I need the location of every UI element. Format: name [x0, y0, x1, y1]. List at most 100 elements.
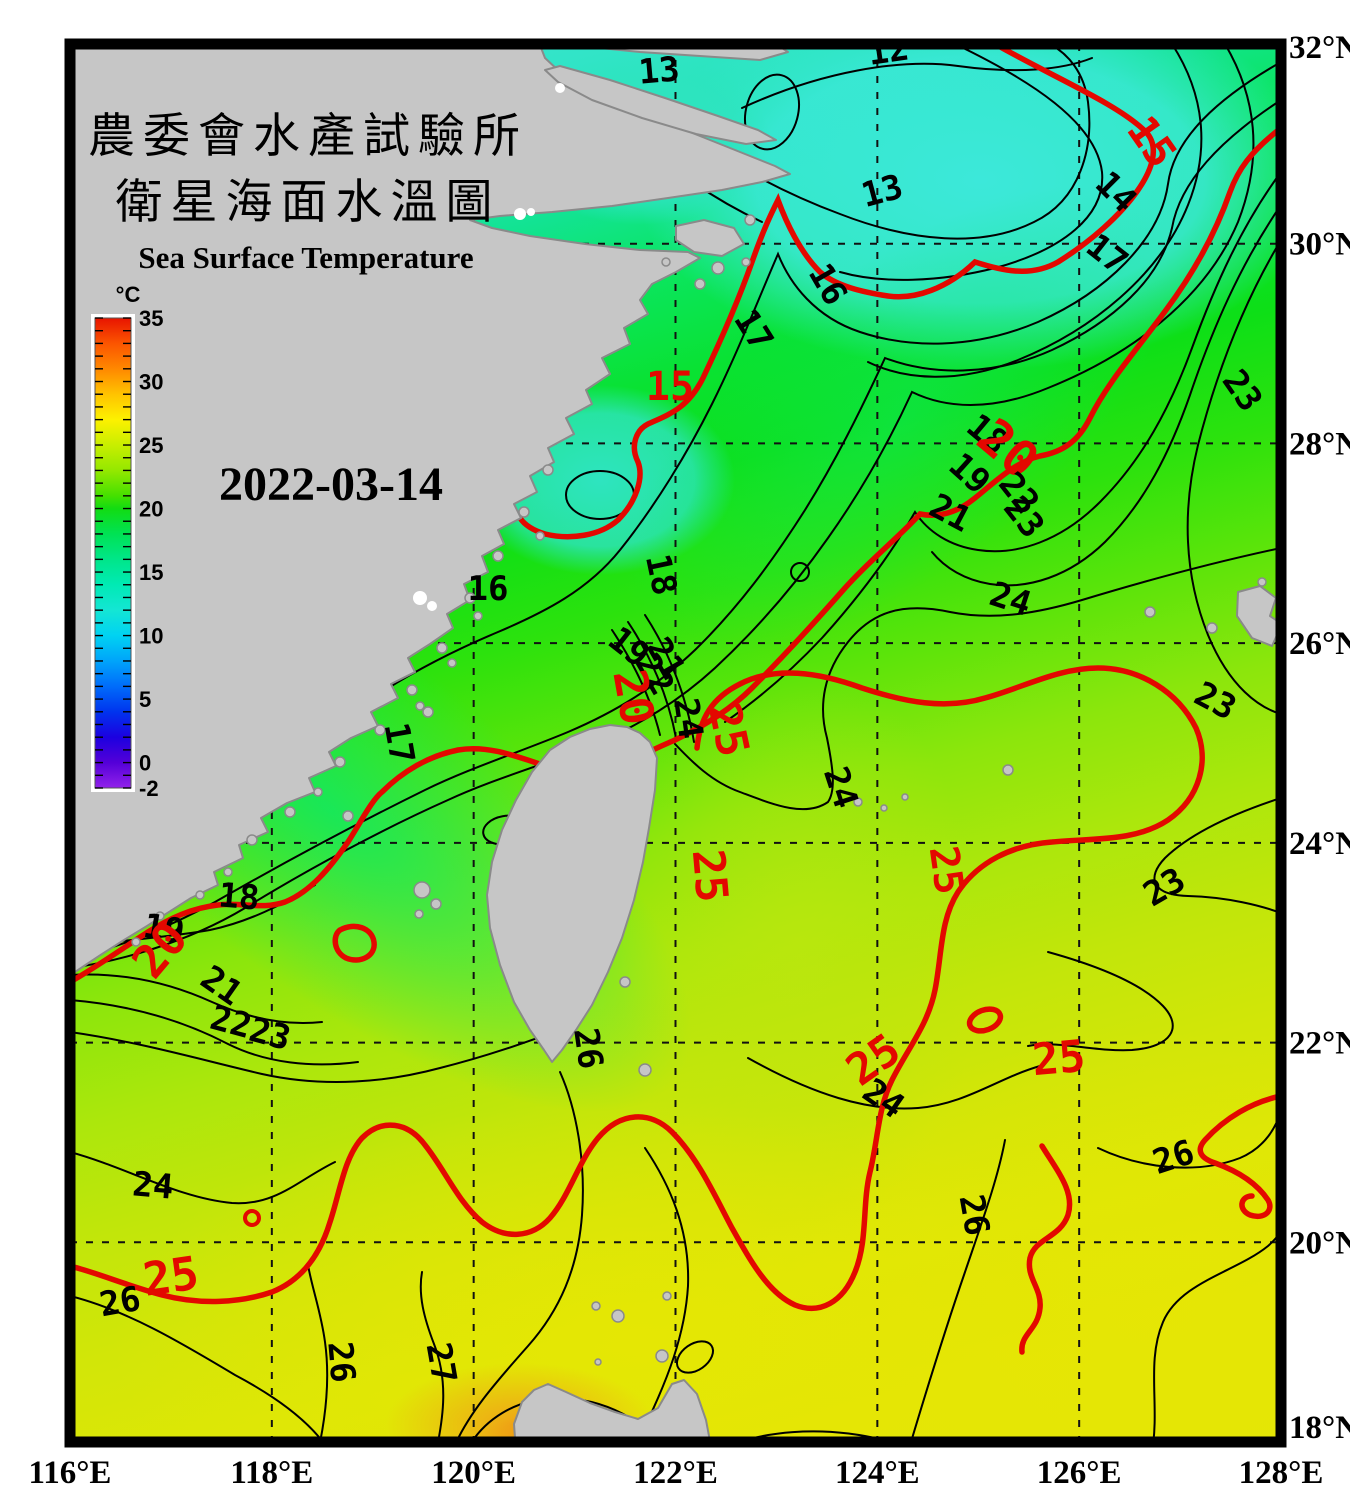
- isotherm-24sr: [747, 1057, 1041, 1110]
- lon-label-120: 120°E: [431, 1455, 516, 1491]
- islet: [422, 706, 434, 718]
- islet: [415, 701, 425, 711]
- se-warm-overlay: [780, 1030, 1281, 1442]
- zhoushan-islands: [675, 219, 745, 257]
- islet: [223, 867, 233, 877]
- cb-tick-label-0: 0: [139, 751, 151, 776]
- isotherm-22c: [70, 999, 359, 1066]
- islet: [880, 804, 888, 812]
- isotherm-20-red-loop: [332, 923, 377, 963]
- lon-label-124: 124°E: [835, 1455, 920, 1491]
- small-islands: [131, 214, 1267, 1366]
- islet: [374, 724, 386, 736]
- islet: [694, 278, 706, 290]
- lat-label-24: 24°N: [1289, 826, 1350, 862]
- isotherm-12: [741, 57, 1093, 109]
- cloud-speck: [427, 601, 437, 611]
- islet: [334, 756, 346, 768]
- lat-label-22: 22°N: [1289, 1026, 1350, 1062]
- colorbar-tick-labels: 35 30 25 20 15 10 5 0-2: [139, 306, 163, 801]
- title-block: 農委會水產試驗所 衛星海面水溫圖 Sea Surface Temperature…: [88, 111, 528, 511]
- lon-label-116: 116°E: [29, 1455, 112, 1491]
- islet: [638, 1063, 652, 1077]
- ne-bundle-3: [644, 614, 695, 743]
- islet: [661, 257, 671, 267]
- islet: [413, 881, 431, 899]
- islet: [619, 976, 631, 988]
- contour-label-17: 17: [376, 719, 423, 766]
- isotherm-18: [867, 44, 1203, 378]
- lat-label-28: 28°N: [1289, 426, 1350, 462]
- cloud-speck: [514, 208, 526, 220]
- islet: [1257, 577, 1267, 587]
- islet: [492, 550, 504, 562]
- cb-tick-label-25: 25: [139, 433, 163, 458]
- ne-bundle-1: [611, 629, 661, 736]
- islet: [246, 834, 258, 846]
- contour-label-13: 13: [637, 49, 681, 92]
- isotherm-23: [1186, 239, 1281, 715]
- isotherm-24: [674, 547, 1281, 811]
- contour-label-26: 26: [319, 1340, 362, 1384]
- lon-label-122: 122°E: [633, 1455, 718, 1491]
- contour-label-26: 26: [565, 1025, 610, 1071]
- islet: [1144, 606, 1156, 618]
- red-isotherms: [70, 44, 1281, 1355]
- contour-label-15: 15: [646, 364, 694, 410]
- lat-label-32: 32°N: [1289, 30, 1350, 66]
- isotherm-15-red: [517, 44, 1157, 540]
- land-masses: [70, 44, 1281, 1442]
- contour-label-24: 24: [131, 1164, 175, 1207]
- lon-label-126: 126°E: [1037, 1455, 1122, 1491]
- islet: [655, 1349, 669, 1363]
- isotherm-26g: [1097, 1111, 1281, 1169]
- cb-tick-label-15: 15: [139, 560, 163, 585]
- colorbar-gradient: [94, 317, 132, 789]
- isotherm-26c: [70, 1295, 325, 1442]
- islet: [611, 1309, 625, 1323]
- title-chinese-line1: 農委會水產試驗所: [88, 111, 528, 163]
- isotherm-22: [931, 204, 1281, 587]
- lat-label-20: 20°N: [1289, 1225, 1350, 1261]
- isotherm-25-red: [70, 665, 1205, 1312]
- islet: [662, 1291, 672, 1301]
- islet: [414, 909, 424, 919]
- isotherm-25-red-dot: [243, 1209, 261, 1227]
- title-chinese-line2: 衛星海面水溫圖: [116, 177, 501, 229]
- cb-tick-label--2: -2: [139, 776, 159, 801]
- isotherm-26d: [307, 1264, 329, 1442]
- cb-tick-label-5: 5: [139, 687, 151, 712]
- islet: [284, 806, 296, 818]
- lon-label-118: 118°E: [230, 1455, 313, 1491]
- islet: [464, 592, 476, 604]
- islet: [535, 531, 545, 541]
- isotherm-24sl: [70, 1151, 336, 1205]
- isotherm-21: [724, 171, 1281, 723]
- isotherm-26e: [909, 1139, 1006, 1442]
- isotherm-21c: [70, 973, 323, 1025]
- chongming-island: [544, 65, 777, 145]
- islet: [853, 797, 863, 807]
- closed-contour: [744, 73, 800, 151]
- longitude-axis-labels: 116°E 118°E 120°E 122°E 124°E 126°E 128°E: [29, 1455, 1324, 1491]
- contour-label-25: 25: [920, 843, 972, 897]
- luzon-island: [513, 1379, 712, 1442]
- isotherm-27a: [419, 1271, 445, 1442]
- cloud-speck: [413, 591, 427, 605]
- date-label: 2022-03-14: [219, 458, 443, 511]
- colorbar-unit-label: °C: [116, 282, 141, 307]
- isotherm-23s: [1027, 951, 1174, 1052]
- contour-label-26: 26: [96, 1279, 143, 1326]
- cb-tick-label-30: 30: [139, 370, 163, 395]
- isotherm-25-red-ring: [966, 1006, 1004, 1034]
- cloud-speck: [527, 208, 535, 216]
- islet: [594, 1358, 602, 1366]
- closed-contour: [790, 562, 810, 582]
- islet: [447, 658, 457, 668]
- contour-label-16: 16: [468, 569, 509, 609]
- taiwan-island: [486, 724, 658, 1063]
- lat-label-18: 18°N: [1289, 1410, 1350, 1446]
- latitude-axis-labels: 32°N 30°N 28°N 26°N 24°N 22°N 20°N 18°N: [1289, 30, 1350, 1446]
- islet: [436, 642, 448, 654]
